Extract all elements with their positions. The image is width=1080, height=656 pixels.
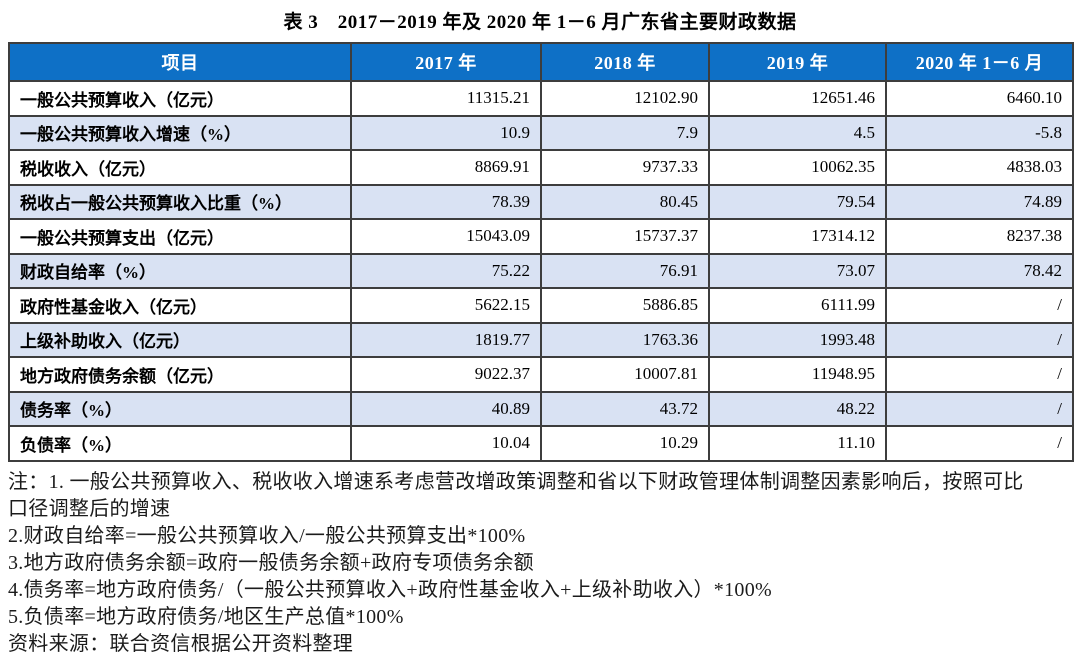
cell-value: 48.22 — [708, 390, 887, 427]
note-line: 3.地方政府债务余额=政府一般债务余额+政府专项债务余额 — [8, 551, 534, 574]
cell-value: 12651.46 — [708, 80, 887, 117]
header-item-column: 项目 — [8, 42, 352, 82]
cell-value: 1993.48 — [708, 321, 887, 358]
header-2020h1: 2020 年 1－6 月 — [885, 42, 1074, 82]
note-line: 5.负债率=地方政府债务/地区生产总值*100% — [8, 605, 404, 628]
cell-value: 9737.33 — [540, 149, 710, 186]
row-label: 债务率（%） — [8, 390, 352, 427]
header-row: 项目 2017 年 2018 年 2019 年 2020 年 1－6 月 — [8, 42, 1074, 82]
table-notes: 注：1. 一般公共预算收入、税收收入增速系考虑营改增政策调整和省以下财政管理体制… — [8, 462, 1072, 656]
cell-value: 11315.21 — [350, 80, 542, 117]
cell-value: 4.5 — [708, 114, 887, 151]
cell-value: 15043.09 — [350, 218, 542, 255]
note-line: 注：1. 一般公共预算收入、税收收入增速系考虑营改增政策调整和省以下财政管理体制… — [8, 470, 1024, 493]
table-row: 上级补助收入（亿元） 1819.77 1763.36 1993.48 / — [8, 321, 1074, 358]
header-2017: 2017 年 — [350, 42, 542, 82]
cell-value: 78.39 — [350, 183, 542, 220]
table-row: 一般公共预算收入增速（%） 10.9 7.9 4.5 -5.8 — [8, 114, 1074, 151]
row-label: 税收占一般公共预算收入比重（%） — [8, 183, 352, 220]
table-row: 政府性基金收入（亿元） 5622.15 5886.85 6111.99 / — [8, 287, 1074, 324]
cell-value: 43.72 — [540, 390, 710, 427]
cell-value: 73.07 — [708, 252, 887, 289]
cell-value: 6111.99 — [708, 287, 887, 324]
cell-value: 11948.95 — [708, 356, 887, 393]
row-label: 上级补助收入（亿元） — [8, 321, 352, 358]
note-line: 2.财政自给率=一般公共预算收入/一般公共预算支出*100% — [8, 524, 526, 547]
cell-value: / — [885, 425, 1074, 462]
table-row: 地方政府债务余额（亿元） 9022.37 10007.81 11948.95 / — [8, 356, 1074, 393]
cell-value: 7.9 — [540, 114, 710, 151]
cell-value: 79.54 — [708, 183, 887, 220]
table-row: 税收收入（亿元） 8869.91 9737.33 10062.35 4838.0… — [8, 149, 1074, 186]
row-label: 财政自给率（%） — [8, 252, 352, 289]
cell-value: 6460.10 — [885, 80, 1074, 117]
cell-value: 10062.35 — [708, 149, 887, 186]
header-2019: 2019 年 — [708, 42, 887, 82]
cell-value: 40.89 — [350, 390, 542, 427]
row-label: 税收收入（亿元） — [8, 149, 352, 186]
header-2018: 2018 年 — [540, 42, 710, 82]
cell-value: 5622.15 — [350, 287, 542, 324]
cell-value: 10.04 — [350, 425, 542, 462]
cell-value: 10.29 — [540, 425, 710, 462]
row-label: 一般公共预算收入增速（%） — [8, 114, 352, 151]
cell-value: -5.8 — [885, 114, 1074, 151]
cell-value: 75.22 — [350, 252, 542, 289]
cell-value: 1819.77 — [350, 321, 542, 358]
cell-value: 9022.37 — [350, 356, 542, 393]
cell-value: 12102.90 — [540, 80, 710, 117]
table-row: 一般公共预算支出（亿元） 15043.09 15737.37 17314.12 … — [8, 218, 1074, 255]
cell-value: 76.91 — [540, 252, 710, 289]
cell-value: 80.45 — [540, 183, 710, 220]
row-label: 负债率（%） — [8, 425, 352, 462]
table-row: 一般公共预算收入（亿元） 11315.21 12102.90 12651.46 … — [8, 80, 1074, 117]
cell-value: 78.42 — [885, 252, 1074, 289]
cell-value: 5886.85 — [540, 287, 710, 324]
table-row: 债务率（%） 40.89 43.72 48.22 / — [8, 390, 1074, 427]
note-line: 口径调整后的增速 — [8, 497, 171, 520]
table-title: 表 3 2017－2019 年及 2020 年 1－6 月广东省主要财政数据 — [283, 12, 797, 33]
row-label: 一般公共预算收入（亿元） — [8, 80, 352, 117]
cell-value: 17314.12 — [708, 218, 887, 255]
finance-data-table: 项目 2017 年 2018 年 2019 年 2020 年 1－6 月 一般公… — [8, 42, 1074, 462]
row-label: 政府性基金收入（亿元） — [8, 287, 352, 324]
cell-value: 74.89 — [885, 183, 1074, 220]
cell-value: / — [885, 356, 1074, 393]
cell-value: 8869.91 — [350, 149, 542, 186]
cell-value: 11.10 — [708, 425, 887, 462]
cell-value: 8237.38 — [885, 218, 1074, 255]
table-row: 财政自给率（%） 75.22 76.91 73.07 78.42 — [8, 252, 1074, 289]
cell-value: 10.9 — [350, 114, 542, 151]
cell-value: 4838.03 — [885, 149, 1074, 186]
source-line: 资料来源：联合资信根据公开资料整理 — [8, 632, 354, 655]
cell-value: / — [885, 287, 1074, 324]
note-line: 4.债务率=地方政府债务/（一般公共预算收入+政府性基金收入+上级补助收入）*1… — [8, 578, 772, 601]
row-label: 一般公共预算支出（亿元） — [8, 218, 352, 255]
cell-value: / — [885, 321, 1074, 358]
table-row: 税收占一般公共预算收入比重（%） 78.39 80.45 79.54 74.89 — [8, 183, 1074, 220]
cell-value: 15737.37 — [540, 218, 710, 255]
cell-value: / — [885, 390, 1074, 427]
table-row: 负债率（%） 10.04 10.29 11.10 / — [8, 425, 1074, 462]
row-label: 地方政府债务余额（亿元） — [8, 356, 352, 393]
cell-value: 1763.36 — [540, 321, 710, 358]
cell-value: 10007.81 — [540, 356, 710, 393]
